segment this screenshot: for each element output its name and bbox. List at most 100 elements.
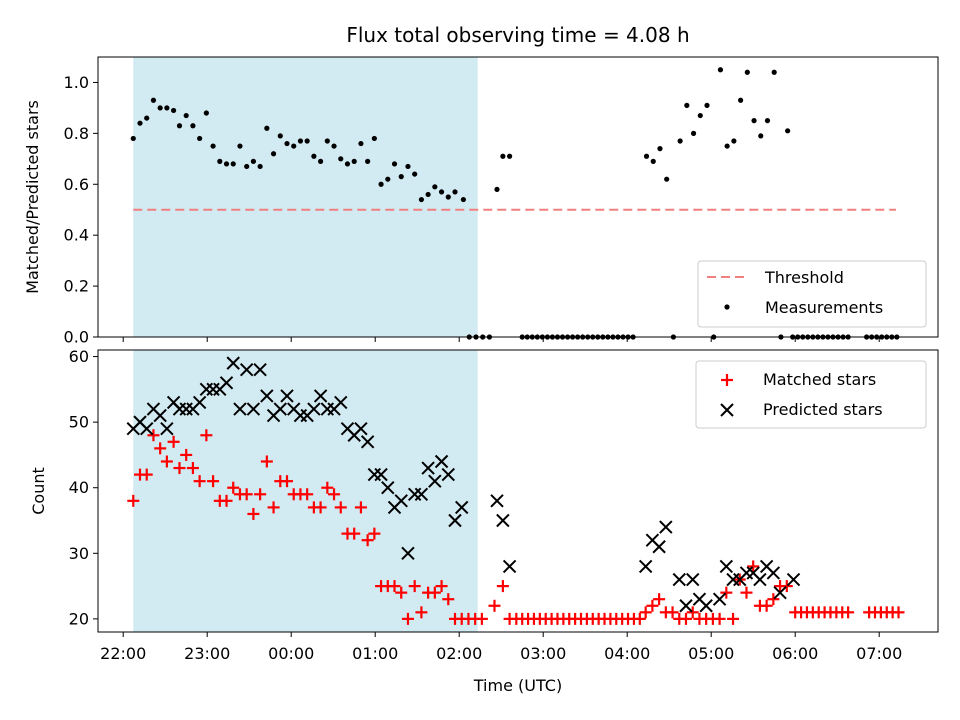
measurement-point xyxy=(284,140,290,147)
measurement-point xyxy=(452,189,458,195)
x-tick-label: 03:00 xyxy=(520,644,566,663)
measurement-point xyxy=(183,112,189,119)
predicted-star-point xyxy=(659,520,673,534)
matched-star-point xyxy=(639,606,652,619)
matched-star-point xyxy=(154,442,167,455)
x-tick-label: 23:00 xyxy=(184,644,230,663)
predicted-star-point xyxy=(219,376,234,390)
matched-star-point xyxy=(646,599,659,612)
predicted-star-point xyxy=(455,500,469,515)
measurement-point xyxy=(297,138,304,144)
predicted-star-point xyxy=(226,356,240,370)
bottom-y-tick-label: 50 xyxy=(69,413,89,432)
matched-star-point xyxy=(435,580,448,593)
bottom-y-axis-label: Count xyxy=(29,467,48,515)
measurement-point xyxy=(190,123,196,129)
top-legend: Threshold Measurements xyxy=(697,260,927,328)
top-y-tick-label: 0.4 xyxy=(64,226,89,245)
bottom-legend: Matched stars Predicted stars xyxy=(695,360,927,429)
matched-star-point xyxy=(200,429,213,442)
predicted-star-point xyxy=(786,572,801,587)
matched-star-point xyxy=(653,593,666,606)
matched-star-point xyxy=(633,612,646,625)
measurement-point xyxy=(197,135,203,142)
legend-predicted-swatch xyxy=(720,403,734,417)
predicted-star-point xyxy=(394,494,408,508)
predicted-star-point xyxy=(414,487,429,501)
matched-star-point xyxy=(720,586,733,599)
matched-star-point xyxy=(680,612,692,625)
measurement-point xyxy=(237,143,243,149)
bottom-axes-frame xyxy=(97,349,939,633)
matched-star-point xyxy=(247,507,260,520)
measurement-point xyxy=(331,143,337,149)
matched-star-point xyxy=(173,462,186,475)
legend-predicted-label: Predicted stars xyxy=(763,400,883,419)
predicted-star-point xyxy=(672,572,686,587)
measurement-point xyxy=(318,158,324,164)
matched-star-point xyxy=(281,475,293,488)
predicted-star-point xyxy=(246,402,261,416)
measurement-point xyxy=(460,196,466,203)
bottom-y-ticks: 20 30 40 50 60 xyxy=(69,347,98,628)
matched-star-point xyxy=(348,527,361,540)
measurement-point xyxy=(311,153,317,159)
matched-star-point xyxy=(415,606,428,619)
x-tick-label: 00:00 xyxy=(268,644,314,663)
top-y-tick-label: 0.0 xyxy=(64,328,89,347)
measurement-point xyxy=(684,102,690,108)
top-shaded-span xyxy=(133,57,478,337)
predicted-star-point xyxy=(686,572,700,587)
matched-star-point xyxy=(127,494,140,507)
measurement-point xyxy=(217,158,223,164)
measurement-point xyxy=(445,194,451,200)
measurement-point xyxy=(643,153,650,159)
measurement-point xyxy=(250,158,256,164)
top-x-ticks xyxy=(122,337,880,342)
matched-star-point xyxy=(301,488,314,501)
predicted-star-point xyxy=(334,395,348,410)
measurement-point xyxy=(751,118,757,124)
measurement-point xyxy=(358,140,364,147)
matched-star-point xyxy=(227,481,240,494)
predicted-star-point xyxy=(753,572,767,587)
measurement-point xyxy=(210,143,216,149)
predicted-star-point xyxy=(448,513,462,528)
matched-star-point xyxy=(321,481,334,494)
measurement-point xyxy=(150,97,157,103)
measurement-point xyxy=(176,123,183,129)
measurement-point xyxy=(704,102,710,108)
matched-star-point xyxy=(254,488,267,501)
predicted-star-point xyxy=(699,599,713,613)
bottom-y-tick-label: 20 xyxy=(69,609,89,628)
measurement-point xyxy=(697,112,703,119)
matched-star-point xyxy=(892,606,905,619)
matched-star-point xyxy=(740,586,753,599)
matched-star-point xyxy=(767,593,780,606)
predicted-star-point xyxy=(260,389,274,403)
measurement-point xyxy=(432,184,438,190)
predicted-star-point xyxy=(192,395,207,410)
matched-star-point xyxy=(666,606,679,619)
matched-star-point xyxy=(395,586,408,599)
top-y-tick-label: 1.0 xyxy=(64,73,89,92)
top-y-axis-label: Matched/Predicted stars xyxy=(23,100,42,294)
predicted-star-point xyxy=(233,402,247,416)
measurement-point xyxy=(338,156,344,162)
predicted-star-point xyxy=(273,402,287,416)
matched-star-point xyxy=(140,468,153,481)
matched-star-point xyxy=(713,612,726,625)
x-tick-label: 02:00 xyxy=(436,644,482,663)
matched-star-point xyxy=(147,429,160,442)
predicted-star-point xyxy=(354,421,368,436)
measurement-point xyxy=(724,143,730,149)
measurement-point xyxy=(785,128,791,134)
matched-star-point xyxy=(442,593,455,606)
matched-star-point xyxy=(727,612,740,625)
legend-measurements-label: Measurements xyxy=(765,298,883,317)
measurement-point xyxy=(650,158,656,164)
predicted-star-point xyxy=(638,559,653,574)
measurement-point xyxy=(731,138,737,144)
top-panel: 0.0 0.2 0.4 0.6 0.8 1.0 Matched/Predicted sta… xyxy=(23,56,939,347)
measurement-point xyxy=(764,118,771,124)
